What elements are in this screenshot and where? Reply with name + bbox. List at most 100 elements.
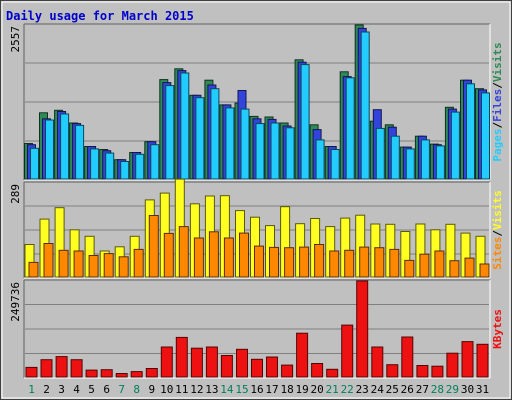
x-tick-label: 24 (371, 383, 385, 396)
bar-sites-13 (208, 231, 219, 278)
legend-entry: / (491, 122, 504, 129)
panel-legend: KBytes (491, 309, 504, 349)
bar-pages-9 (150, 144, 160, 180)
x-tick-label: 10 (160, 383, 173, 396)
bar-kbytes-2 (40, 359, 53, 378)
x-tick-label: 7 (118, 383, 125, 396)
bar-pages-20 (315, 139, 325, 180)
bar-pages-21 (330, 149, 340, 180)
bar-pages-24 (375, 127, 385, 180)
bar-kbytes-5 (85, 369, 98, 378)
bar-sites-17 (269, 246, 279, 278)
bar-kbytes-24 (371, 346, 384, 378)
bar-sites-16 (254, 245, 264, 278)
legend-entry: Sites (491, 237, 504, 270)
bar-sites-30 (464, 257, 475, 278)
legend-entry: Visits (491, 42, 504, 82)
bar-sites-22 (344, 249, 355, 278)
bar-sites-24 (374, 247, 385, 278)
bar-kbytes-1 (25, 366, 38, 378)
x-tick-label: 23 (356, 383, 369, 396)
bar-pages-25 (390, 135, 400, 180)
bar-kbytes-28 (431, 365, 444, 378)
bar-kbytes-30 (461, 341, 474, 378)
bar-kbytes-6 (100, 369, 113, 378)
bar-kbytes-4 (70, 359, 83, 378)
bar-kbytes-20 (311, 363, 324, 378)
bar-kbytes-22 (341, 324, 354, 378)
bar-pages-23 (360, 31, 370, 180)
bar-sites-7 (118, 256, 129, 278)
x-tick-label: 18 (280, 383, 293, 396)
panel-legend: Pages/Files/Visits (491, 42, 504, 161)
bar-pages-10 (165, 85, 175, 180)
x-tick-label: 11 (175, 383, 188, 396)
bar-sites-4 (73, 250, 84, 278)
x-tick-label: 19 (295, 383, 308, 396)
bar-sites-1 (28, 261, 39, 278)
bar-sites-21 (329, 250, 340, 278)
bar-kbytes-7 (115, 373, 128, 378)
bar-sites-15 (239, 232, 249, 278)
legend-entry: / (491, 230, 504, 237)
bar-sites-2 (43, 243, 54, 278)
bar-sites-23 (359, 246, 370, 278)
panel-legend: Sites/Visits (491, 190, 504, 270)
x-tick-label: 15 (235, 383, 248, 396)
legend-entry: Files (491, 89, 504, 122)
legend-entry: Visits (491, 190, 504, 230)
bar-kbytes-14 (220, 355, 233, 378)
x-tick-label: 28 (431, 383, 444, 396)
panel-max-label: 289 (9, 184, 22, 204)
x-tick-label: 13 (205, 383, 218, 396)
x-tick-label: 20 (310, 383, 323, 396)
bar-kbytes-25 (386, 364, 399, 378)
bar-kbytes-13 (205, 346, 218, 378)
bar-pages-12 (195, 97, 205, 180)
bar-sites-29 (449, 260, 460, 278)
bar-kbytes-19 (296, 332, 309, 378)
bar-sites-28 (434, 250, 445, 278)
bar-kbytes-23 (356, 280, 369, 378)
bar-sites-6 (103, 253, 114, 278)
bar-sites-26 (404, 259, 415, 278)
bar-pages-6 (105, 152, 115, 180)
bar-pages-16 (255, 123, 265, 180)
x-axis: 1 2 3 4 5 6 7 8 9 10 11 12 13 14 15 16 17 18 19 20 21 22 23 24 2… (28, 383, 489, 396)
x-tick-label: 8 (133, 383, 140, 396)
bar-pages-19 (300, 64, 310, 180)
x-tick-label: 27 (416, 383, 429, 396)
bar-pages-2 (45, 119, 54, 180)
bar-pages-4 (75, 124, 85, 180)
bar-sites-12 (193, 237, 204, 278)
bar-sites-14 (223, 237, 234, 278)
bar-pages-27 (420, 139, 430, 180)
bar-kbytes-26 (401, 336, 414, 378)
bar-pages-22 (345, 77, 355, 180)
bar-kbytes-15 (236, 348, 248, 378)
bar-pages-26 (405, 148, 415, 180)
panel-middle: 289 Sites/Visits (9, 178, 504, 279)
bar-kbytes-11 (175, 336, 188, 378)
bar-pages-1 (30, 147, 39, 180)
panels: 2557Pages/Files/Visits289Sites/Visits249… (9, 23, 504, 379)
bar-pages-3 (60, 113, 70, 180)
bar-pages-7 (120, 161, 130, 180)
bar-sites-19 (299, 246, 310, 278)
bar-kbytes-18 (281, 364, 294, 378)
bar-kbytes-3 (55, 356, 68, 378)
bar-sites-9 (148, 215, 159, 278)
bar-kbytes-8 (130, 371, 143, 378)
x-tick-label: 30 (461, 383, 474, 396)
legend-entry: Pages (491, 129, 504, 162)
x-tick-label: 31 (476, 383, 489, 396)
chart-title: Daily usage for March 2015 (6, 9, 194, 23)
x-tick-label: 1 (28, 383, 35, 396)
x-tick-label: 16 (250, 383, 263, 396)
bar-pages-14 (225, 107, 235, 180)
bar-kbytes-31 (476, 343, 489, 378)
legend-entry: / (491, 82, 504, 89)
x-tick-label: 21 (326, 383, 339, 396)
bar-pages-29 (450, 111, 460, 180)
